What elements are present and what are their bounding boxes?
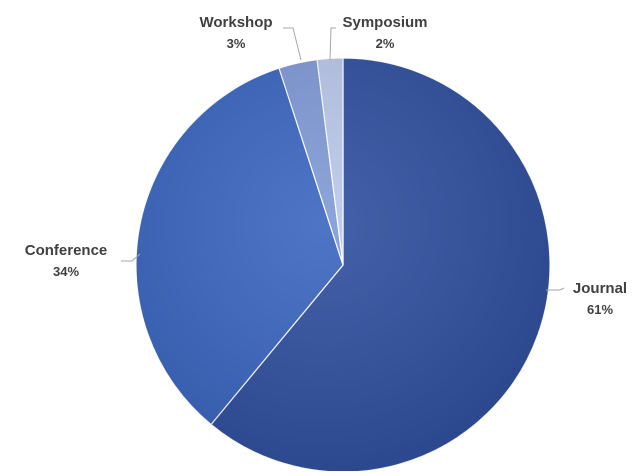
data-label-journal-name: Journal	[573, 280, 627, 297]
data-label-journal-value: 61%	[587, 302, 613, 317]
data-label-conference-value: 34%	[53, 264, 79, 279]
data-label-conference-name: Conference	[25, 242, 108, 259]
data-label-symposium-value: 2%	[376, 36, 395, 51]
data-label-symposium-name: Symposium	[342, 14, 427, 31]
leader-line-workshop	[283, 27, 302, 61]
data-labels: Journal 61% Conference 34% Workshop 3% Symposi…	[25, 14, 627, 317]
leader-line-symposium	[329, 27, 336, 61]
data-label-workshop-value: 3%	[227, 36, 246, 51]
leader-lines	[121, 27, 565, 291]
leader-line-journal	[546, 287, 565, 291]
leader-line-conference	[121, 253, 141, 262]
data-label-workshop-name: Workshop	[199, 14, 272, 31]
slices-layer	[135, 57, 551, 473]
